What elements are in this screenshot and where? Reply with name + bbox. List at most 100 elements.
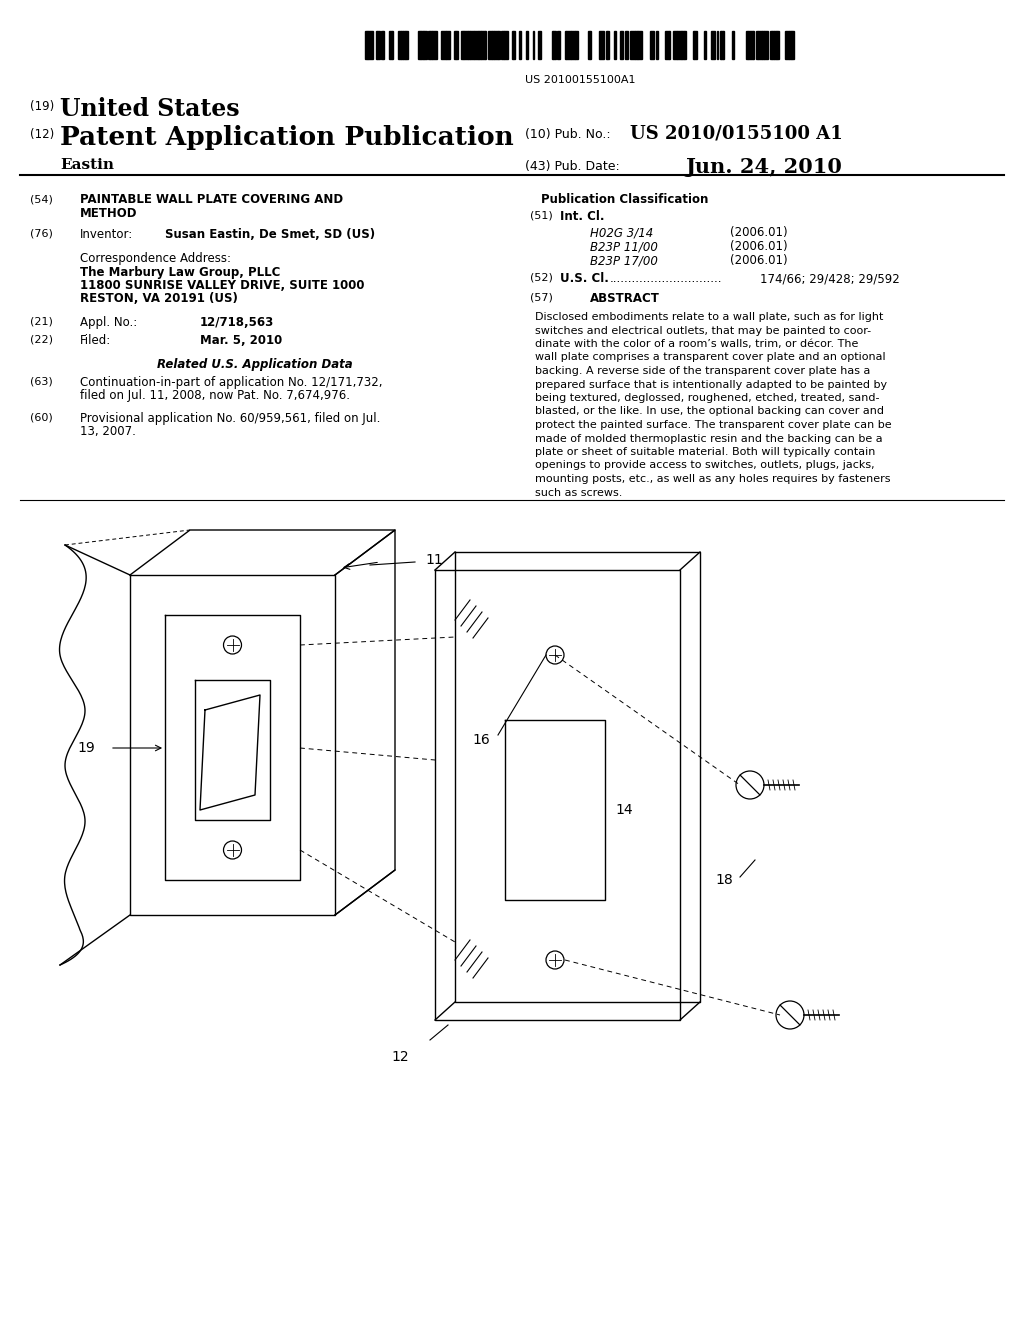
Text: (57): (57) <box>530 292 553 302</box>
Bar <box>599 30 604 59</box>
Bar <box>432 30 437 59</box>
Bar <box>518 30 521 59</box>
Bar <box>420 30 421 59</box>
Bar <box>381 30 383 59</box>
Text: Appl. No.:: Appl. No.: <box>80 315 137 329</box>
Text: US 20100155100A1: US 20100155100A1 <box>524 75 635 84</box>
Text: plate or sheet of suitable material. Both will typically contain: plate or sheet of suitable material. Bot… <box>535 447 876 457</box>
Text: (51): (51) <box>530 210 553 220</box>
Bar <box>538 30 541 59</box>
Text: (12): (12) <box>30 128 54 141</box>
Text: Disclosed embodiments relate to a wall plate, such as for light: Disclosed embodiments relate to a wall p… <box>535 312 884 322</box>
Bar <box>635 30 637 59</box>
Bar <box>764 30 768 59</box>
Bar <box>376 30 377 59</box>
Bar <box>650 30 654 59</box>
Bar <box>446 30 450 59</box>
Text: made of molded thermoplastic resin and the backing can be a: made of molded thermoplastic resin and t… <box>535 433 883 444</box>
Text: (60): (60) <box>30 412 53 422</box>
Text: (19): (19) <box>30 100 54 114</box>
Bar <box>368 30 373 59</box>
Bar <box>552 30 553 59</box>
Bar <box>613 30 616 59</box>
Text: H02G 3/14: H02G 3/14 <box>590 226 653 239</box>
Text: Int. Cl.: Int. Cl. <box>560 210 604 223</box>
Bar <box>473 30 477 59</box>
Text: Inventor:: Inventor: <box>80 228 133 242</box>
Bar <box>429 30 432 59</box>
Text: US 2010/0155100 A1: US 2010/0155100 A1 <box>630 125 843 143</box>
Bar <box>512 30 513 59</box>
Bar <box>492 30 494 59</box>
Bar <box>756 30 758 59</box>
Bar <box>400 30 403 59</box>
Bar <box>681 30 682 59</box>
Text: prepared surface that is intentionally adapted to be painted by: prepared surface that is intentionally a… <box>535 380 887 389</box>
Text: United States: United States <box>60 96 240 121</box>
Text: METHOD: METHOD <box>80 207 137 220</box>
Bar <box>404 30 406 59</box>
Bar <box>774 30 775 59</box>
Bar <box>758 30 762 59</box>
Bar <box>487 30 492 59</box>
Bar <box>637 30 638 59</box>
Bar <box>367 30 368 59</box>
Text: 13, 2007.: 13, 2007. <box>80 425 136 438</box>
Bar <box>607 30 608 59</box>
Text: openings to provide access to switches, outlets, plugs, jacks,: openings to provide access to switches, … <box>535 461 874 470</box>
Bar <box>746 30 748 59</box>
Bar <box>418 30 420 59</box>
Text: (10) Pub. No.:: (10) Pub. No.: <box>525 128 610 141</box>
Text: Mar. 5, 2010: Mar. 5, 2010 <box>200 334 283 347</box>
Bar <box>571 30 575 59</box>
Text: 14: 14 <box>615 803 633 817</box>
Bar <box>705 30 706 59</box>
Bar <box>720 30 721 59</box>
Text: (54): (54) <box>30 195 53 205</box>
Bar <box>513 30 514 59</box>
Bar <box>441 30 446 59</box>
Bar <box>590 30 591 59</box>
Bar <box>553 30 555 59</box>
Bar <box>775 30 777 59</box>
Text: U.S. Cl.: U.S. Cl. <box>560 272 609 285</box>
Bar <box>484 30 486 59</box>
Text: 11800 SUNRISE VALLEY DRIVE, SUITE 1000: 11800 SUNRISE VALLEY DRIVE, SUITE 1000 <box>80 279 365 292</box>
Bar <box>428 30 429 59</box>
Bar <box>406 30 408 59</box>
Bar <box>494 30 498 59</box>
Bar <box>753 30 754 59</box>
Text: PAINTABLE WALL PLATE COVERING AND: PAINTABLE WALL PLATE COVERING AND <box>80 193 343 206</box>
Text: 19: 19 <box>77 741 95 755</box>
Text: Publication Classification: Publication Classification <box>542 193 709 206</box>
Bar <box>421 30 423 59</box>
Bar <box>477 30 479 59</box>
Bar <box>501 30 504 59</box>
Text: RESTON, VA 20191 (US): RESTON, VA 20191 (US) <box>80 292 238 305</box>
Text: B23P 17/00: B23P 17/00 <box>590 253 657 267</box>
Text: filed on Jul. 11, 2008, now Pat. No. 7,674,976.: filed on Jul. 11, 2008, now Pat. No. 7,6… <box>80 389 350 403</box>
Bar <box>605 30 607 59</box>
Text: (63): (63) <box>30 376 53 385</box>
Text: (43) Pub. Date:: (43) Pub. Date: <box>525 160 620 173</box>
Bar <box>575 30 578 59</box>
Text: 16: 16 <box>472 733 490 747</box>
Bar <box>403 30 404 59</box>
Bar <box>665 30 669 59</box>
Text: Eastin: Eastin <box>60 158 114 172</box>
Text: Continuation-in-part of application No. 12/171,732,: Continuation-in-part of application No. … <box>80 376 383 389</box>
Text: B23P 11/00: B23P 11/00 <box>590 240 657 253</box>
Bar <box>464 30 468 59</box>
Bar <box>424 30 427 59</box>
Text: Filed:: Filed: <box>80 334 112 347</box>
Text: (2006.01): (2006.01) <box>730 226 787 239</box>
Bar <box>762 30 764 59</box>
Bar <box>377 30 380 59</box>
Bar <box>692 30 694 59</box>
Bar <box>630 30 635 59</box>
Bar <box>669 30 670 59</box>
Text: 18: 18 <box>715 873 733 887</box>
Bar <box>480 30 484 59</box>
Bar <box>677 30 681 59</box>
Bar <box>723 30 724 59</box>
